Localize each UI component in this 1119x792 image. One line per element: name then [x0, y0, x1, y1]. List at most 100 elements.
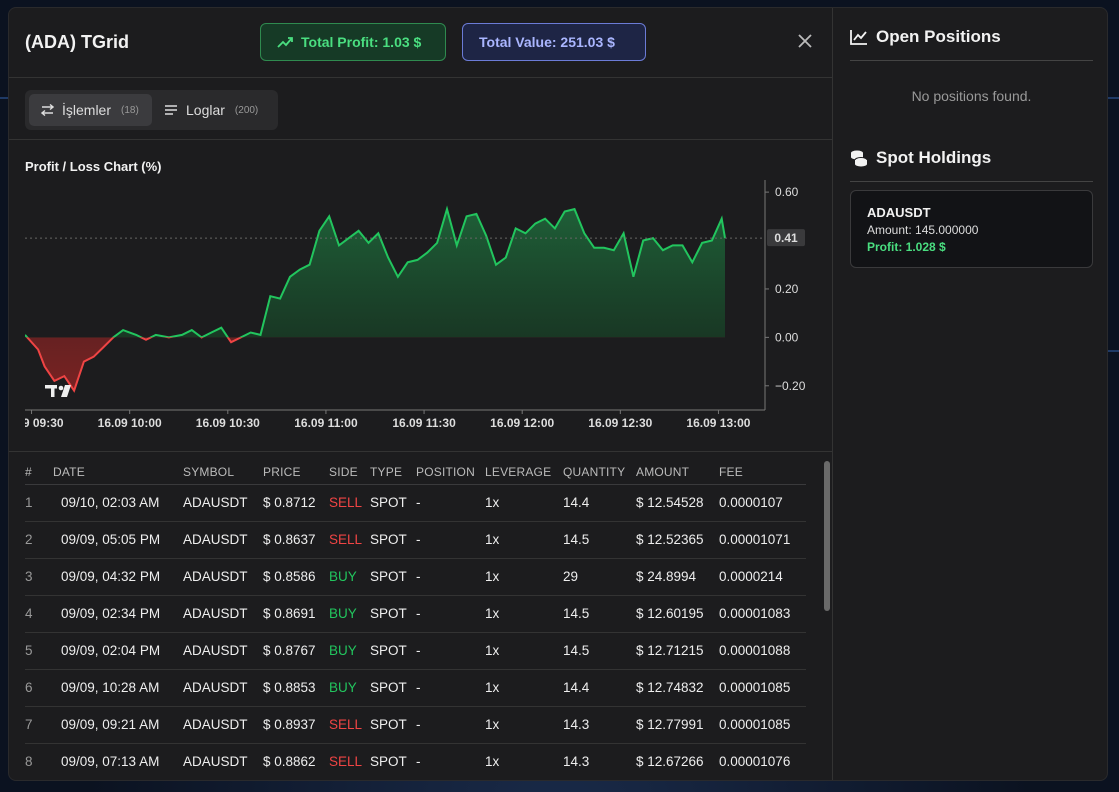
- table-cell-index: 3: [25, 558, 53, 596]
- table-cell-type: SPOT: [370, 706, 416, 744]
- table-cell-date: 09/09, 05:05 PM: [53, 521, 183, 559]
- table-cell-symbol: ADAUSDT: [183, 743, 263, 780]
- table-body: 1 09/10, 02:03 AM ADAUSDT $ 0.8712 SELL SPOT -…: [25, 484, 806, 780]
- table-scrollbar[interactable]: [823, 453, 831, 780]
- table-cell-date: 09/09, 09:21 AM: [53, 706, 183, 744]
- table-cell-price: $ 0.8767: [263, 632, 329, 670]
- left-panel: (ADA) TGrid Total Profit: 1.03 $ Total V…: [9, 8, 833, 780]
- tab-logs-label: Loglar: [186, 102, 225, 118]
- profit-area: [25, 209, 725, 338]
- table-cell-symbol: ADAUSDT: [183, 669, 263, 707]
- table-cell-leverage: 1x: [485, 484, 563, 522]
- column-header[interactable]: #: [25, 460, 53, 485]
- holding-card[interactable]: ADAUSDT Amount: 145.000000 Profit: 1.028…: [850, 190, 1093, 268]
- column-header[interactable]: AMOUNT: [636, 460, 719, 485]
- chart-line-icon: [850, 30, 867, 45]
- table-cell-fee: 0.00001083: [719, 595, 806, 633]
- table-cell-price: $ 0.8937: [263, 706, 329, 744]
- total-value-text: Total Value: 251.03 $: [479, 34, 615, 50]
- table-cell-side: BUY: [329, 595, 370, 633]
- column-header[interactable]: QUANTITY: [563, 460, 636, 485]
- table-cell-date: 09/09, 02:34 PM: [53, 595, 183, 633]
- table-cell-quantity: 14.5: [563, 595, 636, 633]
- table-cell-amount: $ 12.74832: [636, 669, 719, 707]
- y-tick-label: 0.00: [775, 330, 799, 344]
- table-cell-quantity: 14.4: [563, 669, 636, 707]
- table-cell-date: 09/09, 02:04 PM: [53, 632, 183, 670]
- table-cell-fee: 0.0000107: [719, 484, 806, 522]
- column-header[interactable]: POSITION: [416, 460, 485, 485]
- close-button[interactable]: [795, 33, 815, 53]
- table-cell-side: SELL: [329, 521, 370, 559]
- tab-transactions[interactable]: İşlemler (18): [29, 94, 152, 126]
- tab-transactions-count: (18): [121, 104, 139, 116]
- spot-holdings-heading: Spot Holdings: [850, 148, 991, 168]
- total-profit-badge: Total Profit: 1.03 $: [260, 23, 446, 61]
- table-cell-quantity: 14.4: [563, 484, 636, 522]
- total-value-badge: Total Value: 251.03 $: [462, 23, 646, 61]
- table-cell-index: 1: [25, 484, 53, 522]
- table-cell-amount: $ 12.60195: [636, 595, 719, 633]
- table-cell-fee: 0.00001085: [719, 669, 806, 707]
- y-tick-label: −0.20: [775, 379, 806, 393]
- list-icon: [165, 105, 177, 115]
- table-cell-index: 7: [25, 706, 53, 744]
- backdrop-line: [1108, 350, 1119, 352]
- table-cell-leverage: 1x: [485, 743, 563, 780]
- table-cell-symbol: ADAUSDT: [183, 484, 263, 522]
- table-cell-quantity: 29: [563, 558, 636, 596]
- table-cell-symbol: ADAUSDT: [183, 558, 263, 596]
- table-row[interactable]: 7 09/09, 09:21 AM ADAUSDT $ 0.8937 SELL SPOT -…: [25, 706, 806, 744]
- table-cell-date: 09/09, 04:32 PM: [53, 558, 183, 596]
- table-row[interactable]: 1 09/10, 02:03 AM ADAUSDT $ 0.8712 SELL SPOT -…: [25, 484, 806, 522]
- table-cell-type: SPOT: [370, 743, 416, 780]
- table-row[interactable]: 4 09/09, 02:34 PM ADAUSDT $ 0.8691 BUY SPOT -1…: [25, 595, 806, 633]
- chart-title: Profit / Loss Chart (%): [25, 159, 162, 174]
- modal-header: (ADA) TGrid Total Profit: 1.03 $ Total V…: [9, 8, 833, 78]
- x-tick-label: 16.09 13:00: [686, 416, 750, 430]
- table-row[interactable]: 5 09/09, 02:04 PM ADAUSDT $ 0.8767 BUY SPOT -1…: [25, 632, 806, 670]
- open-positions-heading: Open Positions: [850, 27, 1001, 47]
- column-header[interactable]: SYMBOL: [183, 460, 263, 485]
- column-header[interactable]: SIDE: [329, 460, 370, 485]
- profit-line: [25, 205, 726, 338]
- column-header[interactable]: TYPE: [370, 460, 416, 485]
- table-header-row: # DATE SYMBOL PRICE SIDE TYPE POSITION LEVERAGE…: [25, 460, 806, 485]
- table-cell-symbol: ADAUSDT: [183, 706, 263, 744]
- column-header[interactable]: LEVERAGE: [485, 460, 563, 485]
- table-cell-fee: 0.0000214: [719, 558, 806, 596]
- table-cell-amount: $ 12.67266: [636, 743, 719, 780]
- table-cell-quantity: 14.3: [563, 743, 636, 780]
- column-header[interactable]: PRICE: [263, 460, 329, 485]
- open-positions-title: Open Positions: [876, 27, 1001, 46]
- x-tick-label: 16.09 11:00: [294, 416, 358, 430]
- table-cell-fee: 0.00001076: [719, 743, 806, 780]
- tab-logs-count: (200): [234, 104, 259, 116]
- table-cell-position: -: [416, 521, 485, 559]
- table-cell-date: 09/10, 02:03 AM: [53, 484, 183, 522]
- column-header[interactable]: DATE: [53, 460, 183, 485]
- table-cell-amount: $ 24.8994: [636, 558, 719, 596]
- backdrop-line: [0, 97, 8, 99]
- table-cell-fee: 0.00001088: [719, 632, 806, 670]
- table-cell-amount: $ 12.77991: [636, 706, 719, 744]
- profit-loss-chart: 0.60 0.41 0.20 0.00 −0.20 16.09 09:30 16.09 10…: [9, 180, 825, 430]
- tabs-bar: İşlemler (18) Loglar (200): [9, 79, 833, 140]
- table-cell-position: -: [416, 743, 485, 780]
- table-cell-leverage: 1x: [485, 595, 563, 633]
- right-panel: Open Positions No positions found. Spot …: [834, 8, 1107, 780]
- table-cell-type: SPOT: [370, 521, 416, 559]
- scrollbar-thumb[interactable]: [824, 461, 830, 611]
- table-row[interactable]: 6 09/09, 10:28 AM ADAUSDT $ 0.8853 BUY SPOT -1…: [25, 669, 806, 707]
- column-header[interactable]: FEE: [719, 460, 806, 485]
- table-row[interactable]: 2 09/09, 05:05 PM ADAUSDT $ 0.8637 SELL SPOT -…: [25, 521, 806, 559]
- table-row[interactable]: 3 09/09, 04:32 PM ADAUSDT $ 0.8586 BUY SPOT -1…: [25, 558, 806, 596]
- table-cell-quantity: 14.5: [563, 521, 636, 559]
- tab-logs[interactable]: Loglar (200): [156, 94, 274, 126]
- table-cell-symbol: ADAUSDT: [183, 595, 263, 633]
- y-tick-label: 0.20: [775, 282, 799, 296]
- table-row[interactable]: 8 09/09, 07:13 AM ADAUSDT $ 0.8862 SELL SPOT -…: [25, 743, 806, 780]
- table-cell-side: SELL: [329, 743, 370, 780]
- backdrop-line: [1108, 97, 1119, 99]
- x-tick-label: 16.09 10:30: [196, 416, 260, 430]
